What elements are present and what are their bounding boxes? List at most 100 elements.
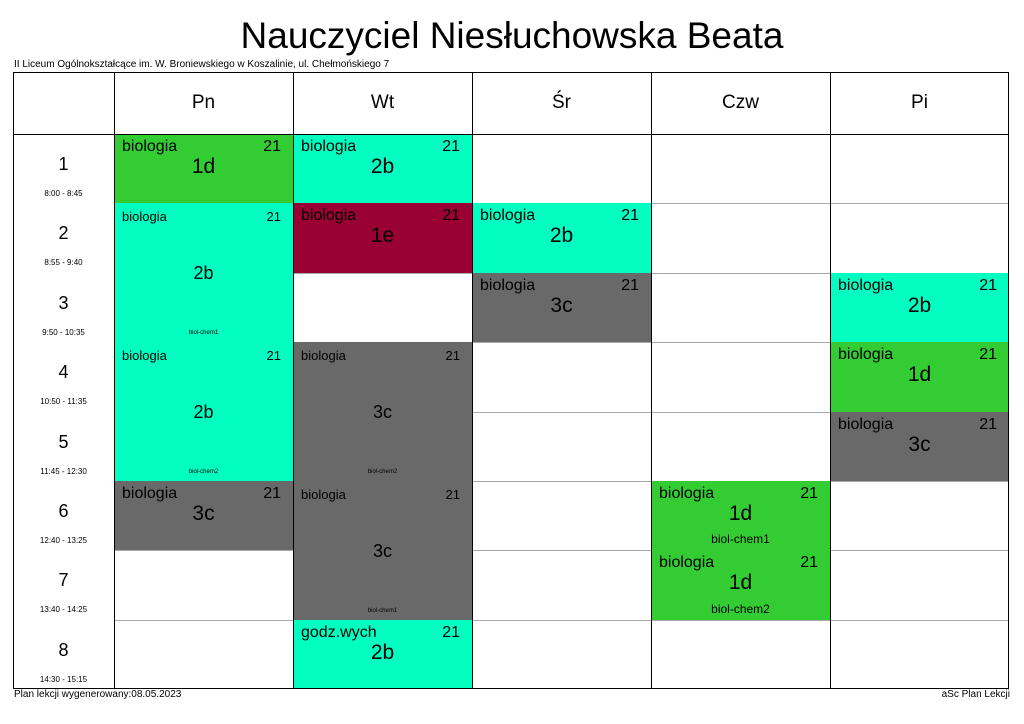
lesson-subject: biologia xyxy=(301,207,357,224)
period-number: 2 xyxy=(58,223,69,244)
lesson-card[interactable]: godz.wych 21 2b xyxy=(293,620,472,689)
lesson-card[interactable]: biologia 21 1e xyxy=(293,203,472,273)
lesson-card[interactable]: biologia 21 3c biol-chem1 xyxy=(293,481,472,620)
lesson-group: biol-chem2 xyxy=(367,469,398,475)
period-divider xyxy=(114,412,1009,413)
lesson-class: 1d xyxy=(728,571,753,594)
lesson-subject: biologia xyxy=(838,277,894,294)
lesson-subject: biologia xyxy=(659,554,715,571)
timetable-grid: Pn Wt Śr Czw Pi 1 8:00 - 8:45 2 8:55 - 9:40 3 9:50… xyxy=(13,72,1009,689)
period-number: 1 xyxy=(58,154,69,174)
lesson-card[interactable]: biologia 21 2b biol-chem2 xyxy=(114,342,293,481)
lesson-card[interactable]: biologia 21 2b xyxy=(293,134,472,203)
period-number: 8 xyxy=(58,639,69,660)
lesson-class: 1d xyxy=(728,502,753,525)
lesson-room: 21 xyxy=(266,209,281,224)
period-divider xyxy=(114,342,1009,343)
lesson-class: 2b xyxy=(907,294,932,317)
lesson-class: 3c xyxy=(192,502,215,525)
lesson-subject: godz.wych xyxy=(301,624,377,641)
lesson-room: 21 xyxy=(263,485,281,502)
day-header: Pi xyxy=(911,92,928,113)
lesson-card[interactable]: biologia 21 1d xyxy=(830,342,1009,412)
lesson-card[interactable]: biologia 21 3c xyxy=(830,412,1009,481)
lesson-card[interactable]: biologia 21 3c xyxy=(472,273,651,342)
lesson-room: 21 xyxy=(621,207,639,224)
lesson-subject: biologia xyxy=(301,138,357,155)
page-title: Nauczyciel Niesłuchowska Beata xyxy=(240,15,784,56)
period-number: 3 xyxy=(58,292,69,313)
lesson-room: 21 xyxy=(445,348,460,363)
lesson-subject: biologia xyxy=(122,348,167,363)
day-header: Czw xyxy=(722,92,759,113)
row-border xyxy=(13,72,1009,73)
lesson-subject: biologia xyxy=(480,277,536,294)
period-divider xyxy=(114,620,1009,621)
lesson-room: 21 xyxy=(979,277,997,294)
software-brand: aSc Plan Lekcji xyxy=(941,689,1010,700)
lesson-class: 3c xyxy=(372,401,392,422)
row-border xyxy=(13,688,1009,689)
lesson-class: 3c xyxy=(908,433,931,456)
column-border xyxy=(1008,72,1009,689)
lesson-group: biol-chem2 xyxy=(188,469,219,475)
lesson-card[interactable]: biologia 21 2b xyxy=(830,273,1009,342)
lesson-class: 2b xyxy=(370,155,395,178)
period-divider xyxy=(114,481,1009,482)
lesson-class: 1d xyxy=(907,363,932,386)
period-number: 4 xyxy=(58,362,69,383)
lesson-subject: biologia xyxy=(122,485,178,502)
period-time: 8:00 - 8:45 xyxy=(44,189,83,198)
lesson-room: 21 xyxy=(442,207,460,224)
column-border xyxy=(472,72,473,689)
lesson-room: 21 xyxy=(445,487,460,502)
lesson-group: biol-chem1 xyxy=(188,330,219,336)
lesson-room: 21 xyxy=(979,346,997,363)
day-header: Wt xyxy=(370,92,395,113)
lesson-room: 21 xyxy=(263,138,281,155)
period-time: 9:50 - 10:35 xyxy=(42,327,85,337)
lesson-card[interactable]: biologia 21 2b xyxy=(472,203,651,273)
lesson-class: 2b xyxy=(193,262,214,283)
period-number: 6 xyxy=(58,500,69,521)
lesson-class: 2b xyxy=(193,401,214,422)
period-time: 14:30 - 15:15 xyxy=(39,674,88,684)
lesson-room: 21 xyxy=(800,485,818,502)
lesson-subject: biologia xyxy=(838,346,894,363)
lesson-class: 2b xyxy=(370,641,395,664)
lesson-room: 21 xyxy=(979,416,997,433)
period-number: 5 xyxy=(58,431,69,452)
school-name: II Liceum Ogólnokształcące im. W. Bronie… xyxy=(14,59,390,70)
lesson-group: biol-chem2 xyxy=(711,602,770,616)
day-header: Śr xyxy=(552,92,571,113)
lesson-subject: biologia xyxy=(122,209,167,224)
lesson-room: 21 xyxy=(800,554,818,571)
lesson-card[interactable]: biologia 21 3c biol-chem2 xyxy=(293,342,472,481)
period-divider xyxy=(114,550,1009,551)
lesson-card[interactable]: biologia 21 2b biol-chem1 xyxy=(114,203,293,342)
lesson-subject: biologia xyxy=(659,485,715,502)
period-time: 13:40 - 14:25 xyxy=(39,605,88,615)
lesson-subject: biologia xyxy=(838,416,894,433)
lesson-card[interactable]: biologia 21 1d biol-chem1 xyxy=(651,481,830,550)
lesson-card[interactable]: biologia 21 1d biol-chem2 xyxy=(651,550,830,620)
lesson-group: biol-chem1 xyxy=(367,608,398,614)
day-header: Pn xyxy=(191,92,216,113)
period-time: 12:40 - 13:25 xyxy=(39,535,88,545)
lesson-room: 21 xyxy=(621,277,639,294)
lesson-class: 2b xyxy=(549,224,574,247)
lesson-subject: biologia xyxy=(301,487,346,502)
lesson-card[interactable]: biologia 21 3c xyxy=(114,481,293,550)
period-time: 11:45 - 12:30 xyxy=(40,466,87,476)
lesson-subject: biologia xyxy=(301,348,346,363)
period-time: 10:50 - 11:35 xyxy=(40,397,87,407)
column-border xyxy=(114,72,115,689)
row-border xyxy=(13,134,1009,135)
generated-date: Plan lekcji wygenerowany:08.05.2023 xyxy=(14,689,182,700)
lesson-class: 1e xyxy=(370,224,395,247)
lesson-card[interactable]: biologia 21 1d xyxy=(114,134,293,203)
lesson-class: 3c xyxy=(550,294,573,317)
lesson-room: 21 xyxy=(442,624,460,641)
column-border xyxy=(13,72,14,689)
lesson-room: 21 xyxy=(442,138,460,155)
